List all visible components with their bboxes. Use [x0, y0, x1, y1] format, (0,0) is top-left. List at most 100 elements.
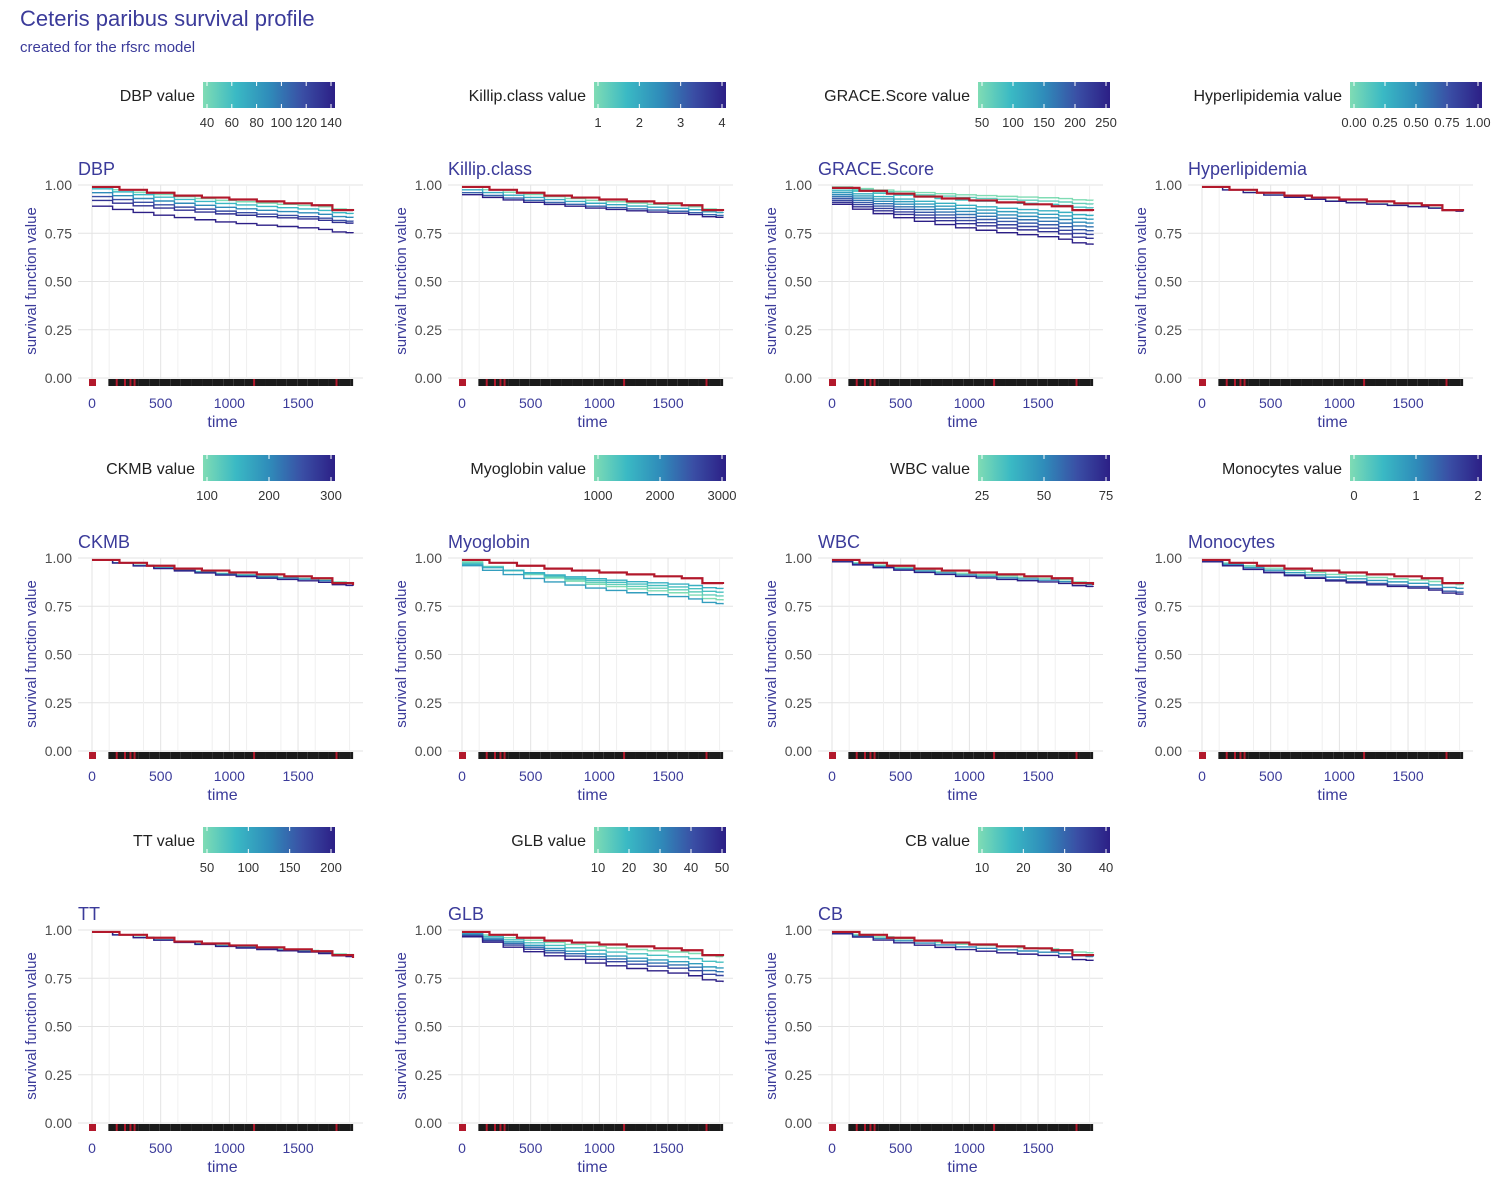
rug-mark	[1312, 752, 1316, 759]
rug-mark	[584, 379, 588, 386]
rug-mark	[593, 1124, 597, 1131]
rug-mark	[1355, 379, 1359, 386]
rug-mark	[209, 752, 213, 759]
y-tick-label: 0.75	[785, 225, 812, 241]
y-tick-label: 0.00	[415, 370, 442, 386]
rug-mark	[303, 379, 307, 386]
legend-title: GLB value	[511, 833, 586, 850]
observed-profile-line	[832, 558, 1095, 586]
rug-mark	[479, 752, 483, 759]
rug-mark-event	[869, 379, 872, 386]
rug-mark	[1017, 379, 1021, 386]
rug-mark	[1410, 752, 1414, 759]
rug-mark	[1328, 752, 1332, 759]
legend-tick-label: 40	[200, 115, 214, 130]
rug-mark-event	[335, 379, 338, 386]
legend-tick-label: 200	[258, 488, 280, 503]
rug-mark	[212, 379, 216, 386]
rug-mark	[1029, 379, 1033, 386]
rug-mark	[256, 379, 260, 386]
rug-mark	[647, 1124, 651, 1131]
rug-mark	[339, 379, 343, 386]
rug-mark	[652, 752, 656, 759]
rug-mark	[932, 752, 936, 759]
rug-mark	[1061, 1124, 1065, 1131]
rug-mark	[942, 752, 946, 759]
rug-mark	[920, 752, 924, 759]
rug-mark	[1337, 379, 1341, 386]
rug-mark	[926, 379, 930, 386]
rug-mark	[1333, 752, 1337, 759]
rug-mark	[587, 1124, 591, 1131]
rug-mark	[1022, 752, 1026, 759]
rug-mark	[976, 752, 980, 759]
rug-mark	[487, 752, 491, 759]
rug-mark	[177, 752, 181, 759]
rug-mark	[224, 752, 228, 759]
y-axis-label: survival function value	[23, 952, 40, 1100]
legend-tick-label: 140	[320, 115, 342, 130]
panel-title: TT	[78, 904, 100, 924]
rug-mark	[205, 1124, 209, 1131]
legend-title: CB value	[905, 833, 970, 850]
panel-title: DBP	[78, 159, 115, 179]
rug-mark	[260, 1124, 264, 1131]
rug-mark	[511, 1124, 515, 1131]
rug-mark	[949, 752, 953, 759]
rug-mark	[1346, 752, 1350, 759]
rug-mark-event	[1075, 1124, 1078, 1131]
rug-mark	[1401, 379, 1405, 386]
rug-mark	[653, 752, 657, 759]
rug-mark	[582, 379, 586, 386]
rug-mark	[183, 1124, 187, 1131]
legend-tick-label: 25	[975, 488, 989, 503]
rug-mark	[985, 379, 989, 386]
rug-mark	[590, 379, 594, 386]
rug-mark	[254, 752, 258, 759]
rug-mark	[1366, 379, 1370, 386]
rug-mark	[1023, 752, 1027, 759]
rug-mark	[700, 752, 704, 759]
rug-mark	[1446, 379, 1450, 386]
rug-mark	[1068, 752, 1072, 759]
rug-mark	[599, 1124, 603, 1131]
rug-mark	[1434, 752, 1438, 759]
legend-tick-label: 10	[591, 860, 605, 875]
rug-mark	[1218, 752, 1222, 759]
y-tick-label: 0.75	[785, 598, 812, 614]
cp-profile-line	[1202, 561, 1464, 595]
rug-mark	[150, 379, 154, 386]
rug-mark	[1070, 1124, 1074, 1131]
rug-mark	[307, 1124, 311, 1131]
rug-mark	[599, 752, 603, 759]
rug-mark-event	[832, 752, 835, 759]
rug-mark	[162, 379, 166, 386]
rug-mark	[1041, 1124, 1045, 1131]
rug-mark	[165, 379, 169, 386]
rug-mark	[238, 1124, 242, 1131]
rug-mark	[1043, 752, 1047, 759]
rug-mark	[1020, 1124, 1024, 1131]
rug-mark	[1029, 1124, 1033, 1131]
rug-mark	[277, 752, 281, 759]
legend-tick-label: 0.25	[1372, 115, 1397, 130]
rug-mark	[1254, 752, 1258, 759]
rug-mark	[328, 1124, 332, 1131]
rug-mark-event	[493, 1124, 496, 1131]
cp-profile-line	[462, 936, 724, 983]
rug-mark	[478, 1124, 482, 1131]
rug-mark	[167, 1124, 171, 1131]
rug-mark	[341, 1124, 345, 1131]
rug-mark	[685, 379, 689, 386]
rug-mark	[271, 379, 275, 386]
legend-tick-label: 250	[1095, 115, 1117, 130]
rug-mark	[192, 752, 196, 759]
rug-mark	[861, 1124, 865, 1131]
rug-mark	[916, 752, 920, 759]
rug-mark	[313, 752, 317, 759]
x-tick-label: 1000	[214, 768, 245, 784]
rug-mark	[706, 379, 710, 386]
rug-mark	[1055, 1124, 1059, 1131]
rug-mark	[345, 379, 349, 386]
